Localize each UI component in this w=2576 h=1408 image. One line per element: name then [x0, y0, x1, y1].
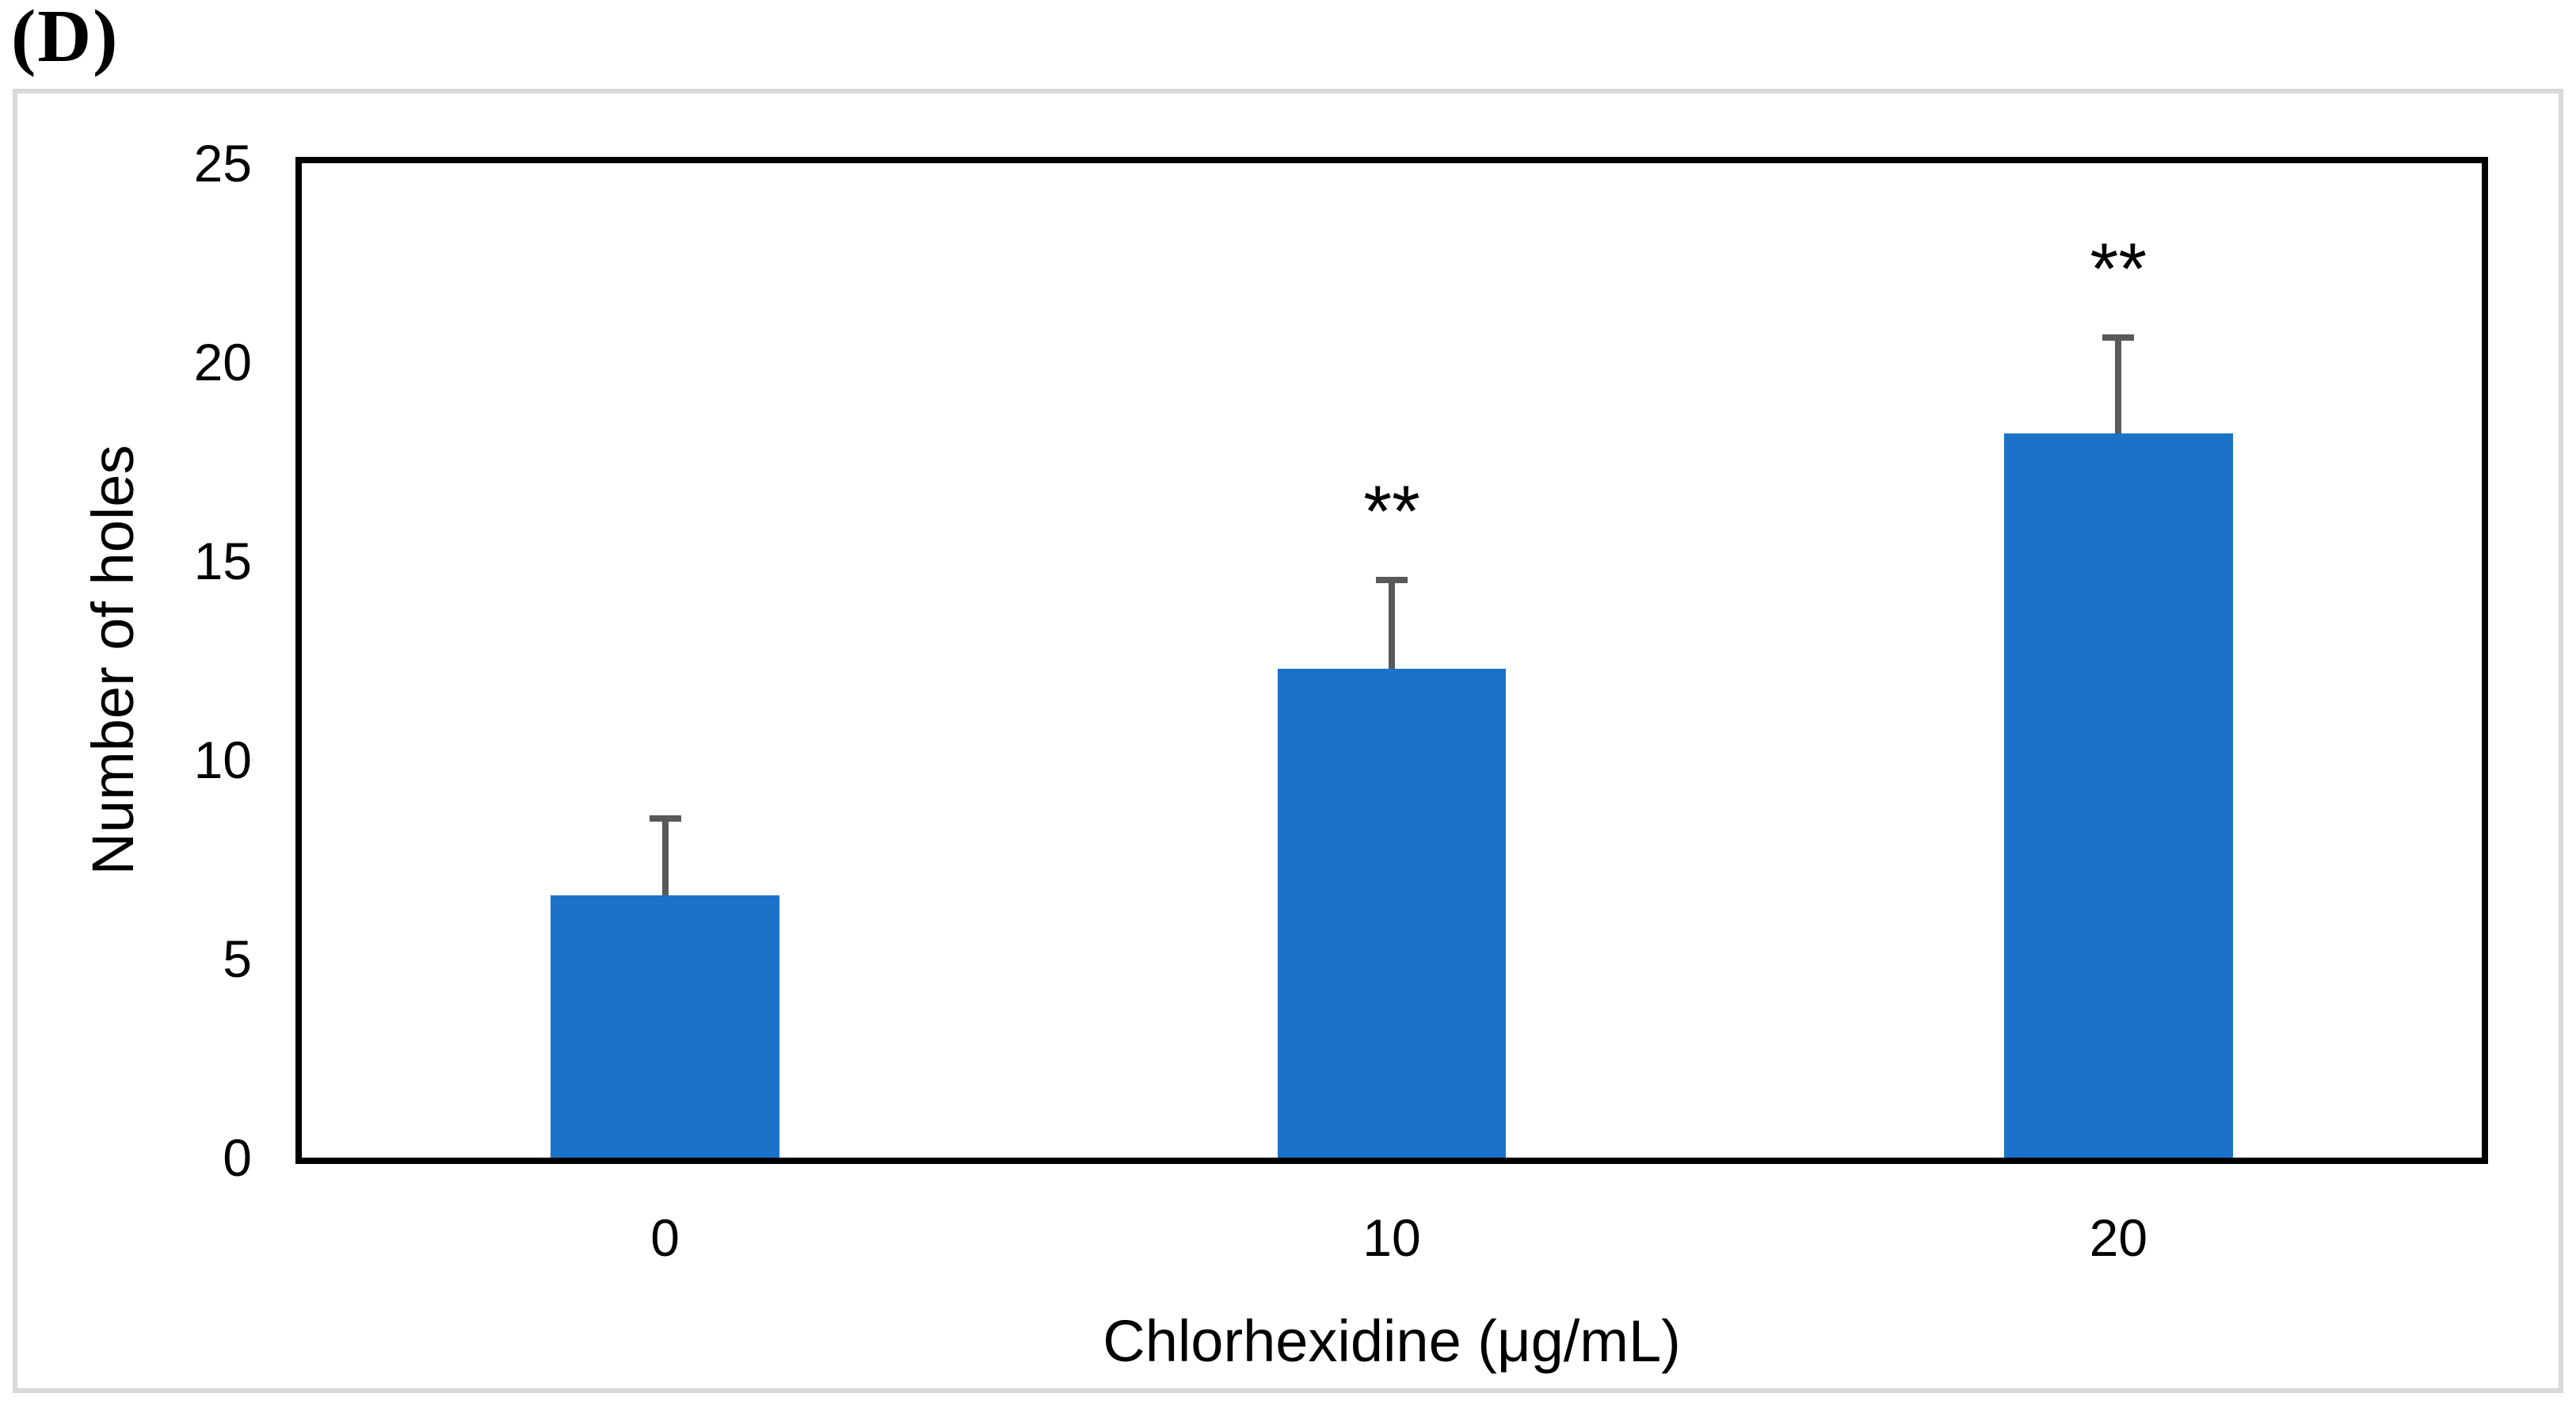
bar — [551, 895, 780, 1158]
y-tick-label: 15 — [193, 532, 252, 590]
x-axis-title: Chlorhexidine (μg/mL) — [1103, 1308, 1681, 1374]
bar — [1277, 668, 1507, 1158]
error-bar-line — [1389, 577, 1395, 669]
error-bar-line — [2115, 334, 2122, 434]
error-bar-cap — [2102, 334, 2135, 341]
significance-label: ** — [2090, 228, 2147, 310]
y-tick-label: 0 — [223, 1128, 252, 1187]
x-tick-label: 0 — [650, 1208, 680, 1267]
x-tick-label: 20 — [2089, 1208, 2148, 1267]
y-tick-label: 5 — [223, 929, 252, 988]
y-tick-label: 25 — [193, 134, 252, 193]
error-bar-cap — [1376, 577, 1408, 584]
plot-inner: ** ** — [302, 163, 2482, 1158]
y-tick-label: 20 — [193, 333, 252, 391]
x-axis-tick-labels: 0 10 20 — [302, 1206, 2482, 1271]
plot-area: ** ** — [295, 157, 2488, 1164]
y-tick-label: 10 — [193, 731, 252, 789]
y-axis-tick-labels: 0 5 10 15 20 25 — [0, 137, 252, 1184]
error-bar-cap — [649, 815, 681, 822]
error-bar-line — [661, 815, 669, 895]
bar — [2003, 433, 2233, 1158]
x-tick-label: 10 — [1362, 1208, 1421, 1267]
panel-label: (D) — [11, 0, 120, 78]
significance-label: ** — [1363, 471, 1420, 553]
